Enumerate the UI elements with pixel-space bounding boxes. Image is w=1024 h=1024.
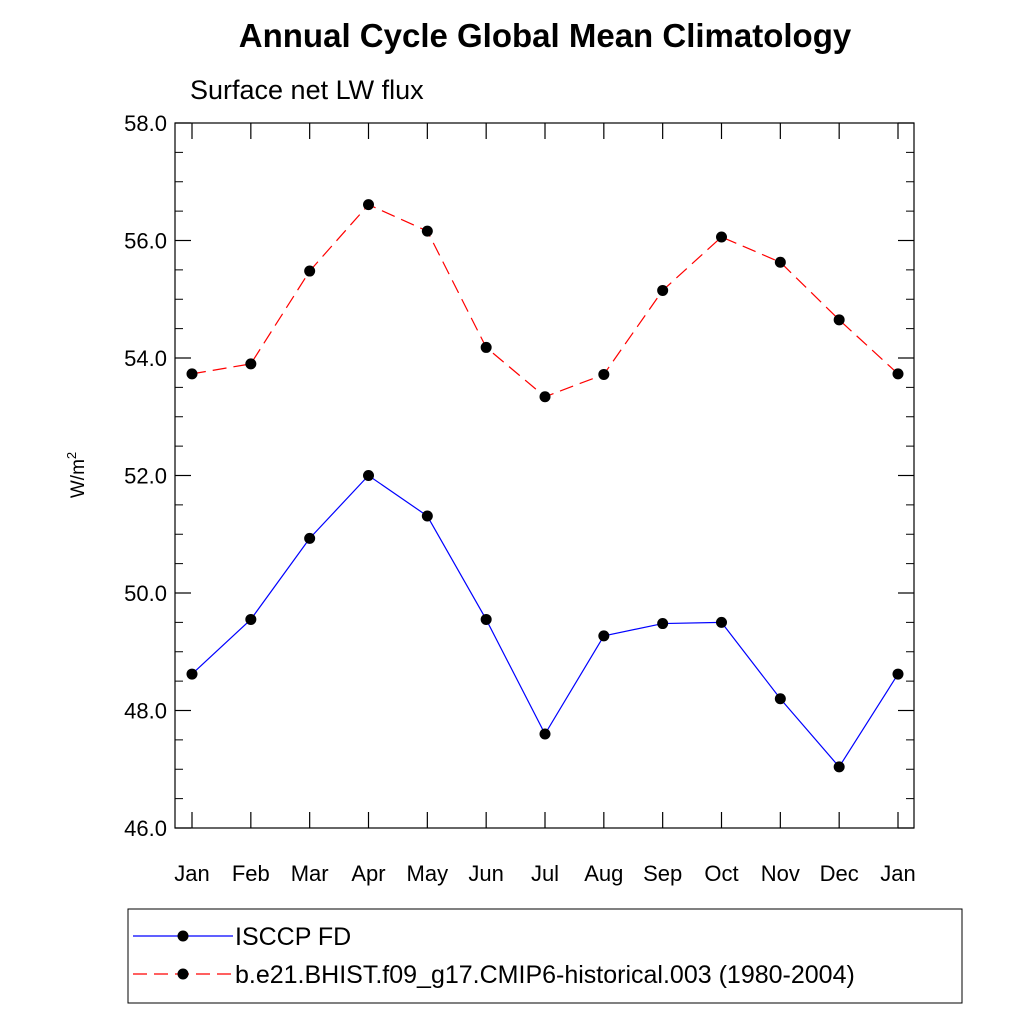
x-tick-label: Aug [584,861,623,886]
chart-title: Annual Cycle Global Mean Climatology [239,17,852,54]
y-axis-label-text: W/m [68,459,89,498]
series-0-point [480,613,492,625]
series-0-point [245,613,257,625]
chart-subtitle: Surface net LW flux [190,75,424,105]
series-1-point [716,231,727,243]
x-tick-label: Nov [761,861,800,886]
legend: ISCCP FD b.e21.BHIST.f09_g17.CMIP6-histor… [133,923,855,989]
x-tick-label: Sep [643,861,682,886]
legend-marker-1 [177,968,189,980]
legend-label-1: b.e21.BHIST.f09_g17.CMIP6-historical.003… [235,961,855,989]
series-0-point [363,470,374,481]
x-tick-label: Feb [232,861,270,886]
series-0-point [716,616,727,628]
series-1-point [245,358,257,370]
series-1-point [186,368,198,380]
series-1-point [657,284,669,296]
x-tick-label: Dec [820,861,859,886]
ticks: 46.0 48.0 50.0 52.0 54.0 56.0 58.0 Jan Feb Mar Apr… [124,111,916,886]
series-0-point [186,668,198,680]
series-line-1 [191,203,899,398]
series-0-point [892,668,904,680]
series-1-point [774,256,786,268]
y-tick-label: 54.0 [124,346,167,371]
y-tick-label: 58.0 [124,111,167,136]
y-tick-label: 56.0 [124,229,167,254]
legend-label-0: ISCCP FD [235,923,351,951]
x-tick-label: Oct [704,861,738,886]
series-0-point [598,630,610,642]
series-0-point [774,693,786,705]
y-tick-label: 50.0 [124,581,167,606]
series-1-point [892,368,904,380]
series-line-0 [191,474,899,768]
series-1-point [363,199,374,211]
y-tick-label: 46.0 [124,816,167,841]
y-tick-label: 48.0 [124,699,167,724]
series-1-point [480,341,492,353]
plot-frame [174,122,915,829]
series-1-point [421,225,433,237]
series-0-point [304,532,316,544]
series-1-point [598,368,610,380]
x-tick-label: Jan [880,861,915,886]
series [186,199,904,773]
series-1-point [833,314,845,326]
y-axis-label-superscript: 2 [64,452,79,459]
x-tick-label: Jan [174,861,209,886]
series-0-point [833,761,845,773]
series-1-point [539,391,551,403]
y-axis-label: W/m2 [64,452,89,498]
y-tick-label: 52.0 [124,464,167,489]
x-tick-label: Jun [468,861,503,886]
legend-box [127,908,963,1004]
x-tick-label: May [407,861,449,886]
legend-marker-0 [177,930,189,942]
series-0-point [657,618,669,630]
series-0-point [539,728,551,740]
x-tick-label: Jul [531,861,559,886]
series-0-point [421,510,433,522]
x-tick-label: Apr [351,861,385,886]
x-tick-label: Mar [291,861,329,886]
svg-text:W/m2: W/m2 [64,452,89,498]
series-1-point [304,265,316,277]
